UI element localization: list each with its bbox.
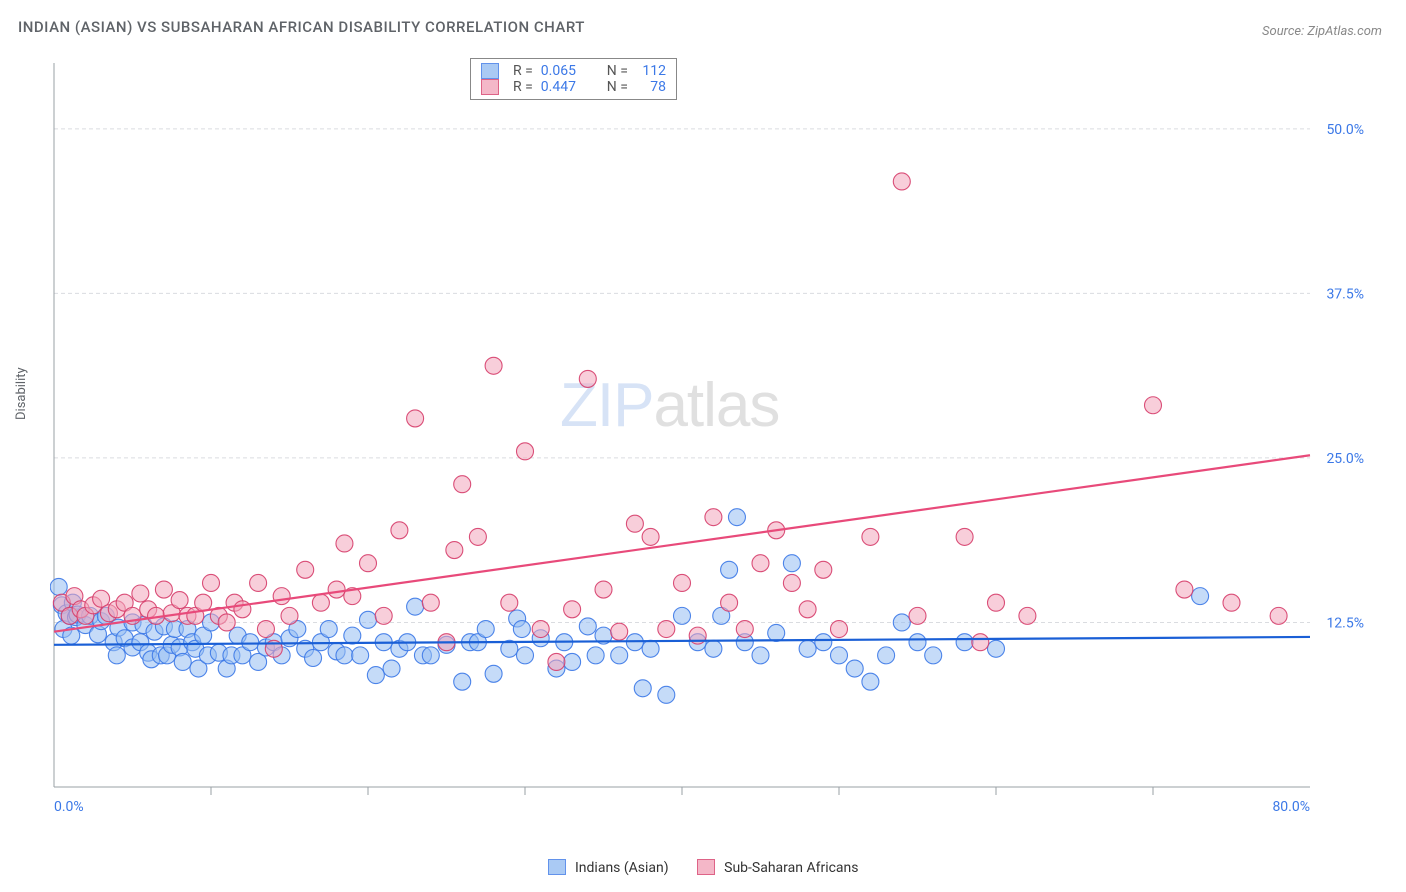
swatch-pink <box>697 859 715 875</box>
svg-text:80.0%: 80.0% <box>1272 799 1310 815</box>
chart-container: INDIAN (ASIAN) VS SUBSAHARAN AFRICAN DIS… <box>0 0 1406 892</box>
swatch-blue <box>548 859 566 875</box>
svg-text:25.0%: 25.0% <box>1326 451 1364 467</box>
stats-row-blue: R = 0.065 N = 112 <box>481 63 666 79</box>
chart-title: INDIAN (ASIAN) VS SUBSAHARAN AFRICAN DIS… <box>18 18 585 36</box>
svg-text:50.0%: 50.0% <box>1326 122 1364 138</box>
swatch-blue <box>481 63 499 79</box>
source-credit: Source: ZipAtlas.com <box>1262 24 1382 39</box>
svg-text:12.5%: 12.5% <box>1326 615 1364 631</box>
y-axis-label: Disability <box>14 367 29 420</box>
legend-item-subsaharan: Sub-Saharan Africans <box>697 859 859 876</box>
stats-row-pink: R = 0.447 N = 78 <box>481 79 666 95</box>
svg-text:0.0%: 0.0% <box>54 799 84 815</box>
stats-legend: R = 0.065 N = 112 R = 0.447 N = 78 <box>470 58 677 100</box>
bottom-legend: Indians (Asian) Sub-Saharan Africans <box>0 859 1406 876</box>
svg-text:37.5%: 37.5% <box>1326 286 1364 302</box>
scatter-plot: 12.5% 25.0% 37.5% 50.0% 0.0% 80.0% <box>50 55 1370 815</box>
legend-item-indians: Indians (Asian) <box>548 859 669 876</box>
swatch-pink <box>481 79 499 95</box>
